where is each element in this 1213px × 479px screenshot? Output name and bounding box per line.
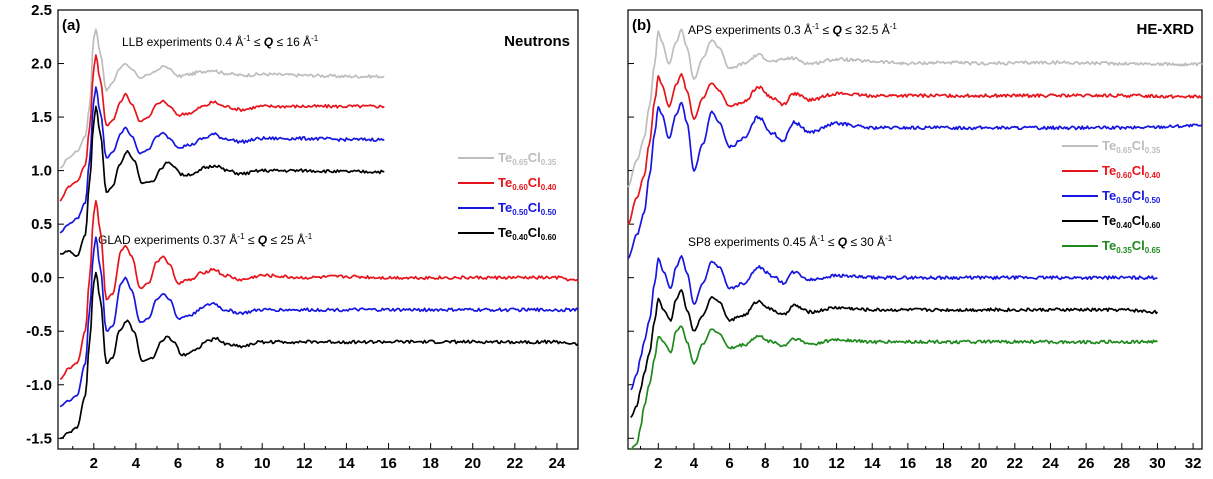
y-tick-label: 0.0 (31, 270, 52, 287)
x-tick-label: 16 (380, 455, 397, 472)
x-tick-label: 24 (1042, 455, 1059, 472)
x-tick-label: 22 (1006, 455, 1023, 472)
experiment-label: APS experiments 0.3 Å-1 ≤ Q ≤ 32.5 Å-1 (688, 22, 897, 37)
y-tick-label: -1.5 (26, 430, 52, 447)
series-line-llb-te050cl050 (59, 86, 385, 234)
x-tick-label: 22 (506, 455, 523, 472)
y-tick-label: 1.5 (31, 109, 52, 126)
legend-entry: Te0.60Cl0.40 (498, 175, 557, 192)
x-tick-label: 6 (725, 455, 733, 472)
series-line-sp8-te040cl060 (630, 289, 1159, 418)
series-line-llb-te040cl060 (59, 105, 385, 257)
series-line-aps-te060cl040 (627, 72, 1203, 225)
legend-entry: Te0.50Cl0.50 (1102, 188, 1161, 205)
experiment-label: LLB experiments 0.4 Å-1 ≤ Q ≤ 16 Å-1 (122, 34, 319, 49)
series-line-llb-te065cl035 (59, 28, 385, 169)
x-tick-label: 20 (971, 455, 988, 472)
x-tick-label: 14 (864, 455, 881, 472)
x-tick-label: 4 (690, 455, 699, 472)
panel-b: 2 4 6 8 10 12 14 16 18 20 22 24 26 28 30 32(b) HE-XRDAPS… (627, 9, 1203, 472)
x-tick-label: 16 (900, 455, 917, 472)
legend-entry: Te0.60Cl0.40 (1102, 163, 1161, 180)
series-line-llb-te060cl040 (59, 54, 385, 202)
experiment-label: GLAD experiments 0.37 Å-1 ≤ Q ≤ 25 Å-1 (98, 232, 313, 247)
plot-frame (627, 9, 1203, 450)
technique-label: Neutrons (504, 33, 570, 50)
x-tick-label: 10 (254, 455, 271, 472)
y-tick-label: 1.0 (31, 163, 52, 180)
series-line-glad-te060cl040 (59, 199, 579, 380)
x-tick-label: 24 (549, 455, 566, 472)
x-tick-label: 6 (174, 455, 182, 472)
series-line-glad-te040cl060 (59, 271, 579, 440)
panel-label: (a) (62, 17, 80, 34)
x-tick-label: 18 (935, 455, 952, 472)
panel-label: (b) (632, 17, 651, 34)
y-tick-label: 2.5 (31, 2, 52, 19)
y-tick-label: -0.5 (26, 323, 52, 340)
x-tick-label: 2 (654, 455, 662, 472)
legend-entry: Te0.65Cl0.35 (498, 150, 557, 167)
x-tick-label: 30 (1149, 455, 1166, 472)
plot-frame (57, 9, 579, 450)
series-line-sp8-te035cl065 (630, 325, 1158, 450)
y-tick-label: -1.0 (26, 377, 52, 394)
series-line-sp8-te050cl050 (630, 255, 1158, 391)
x-tick-label: 12 (828, 455, 845, 472)
x-tick-label: 26 (1078, 455, 1095, 472)
x-tick-label: 4 (132, 455, 141, 472)
x-tick-label: 18 (422, 455, 439, 472)
y-tick-label: 0.5 (31, 216, 52, 233)
legend-entry: Te0.40Cl0.60 (1102, 213, 1161, 230)
series-line-aps-te050cl050 (627, 101, 1203, 259)
x-tick-label: 20 (464, 455, 481, 472)
x-tick-label: 28 (1113, 455, 1130, 472)
panel-a: 2 4 6 8 10 12 14 16 18 20 22 242.52.01.51.00.50.0-0… (26, 2, 579, 472)
legend-entry: Te0.35Cl0.65 (1102, 238, 1161, 255)
x-tick-label: 8 (761, 455, 769, 472)
x-tick-label: 10 (793, 455, 810, 472)
x-tick-label: 2 (90, 455, 98, 472)
legend-entry: Te0.40Cl0.60 (498, 225, 557, 242)
y-tick-label: 2.0 (31, 56, 52, 73)
x-tick-label: 8 (216, 455, 224, 472)
legend-entry: Te0.50Cl0.50 (498, 200, 557, 217)
x-tick-label: 14 (338, 455, 355, 472)
x-tick-label: 32 (1185, 455, 1202, 472)
technique-label: HE-XRD (1136, 21, 1194, 38)
legend-entry: Te0.65Cl0.35 (1102, 138, 1161, 155)
series-line-glad-te050cl050 (59, 236, 579, 408)
x-tick-label: 12 (296, 455, 313, 472)
experiment-label: SP8 experiments 0.45 Å-1 ≤ Q ≤ 30 Å-1 (688, 234, 893, 249)
series-line-aps-te065cl035 (627, 28, 1203, 188)
